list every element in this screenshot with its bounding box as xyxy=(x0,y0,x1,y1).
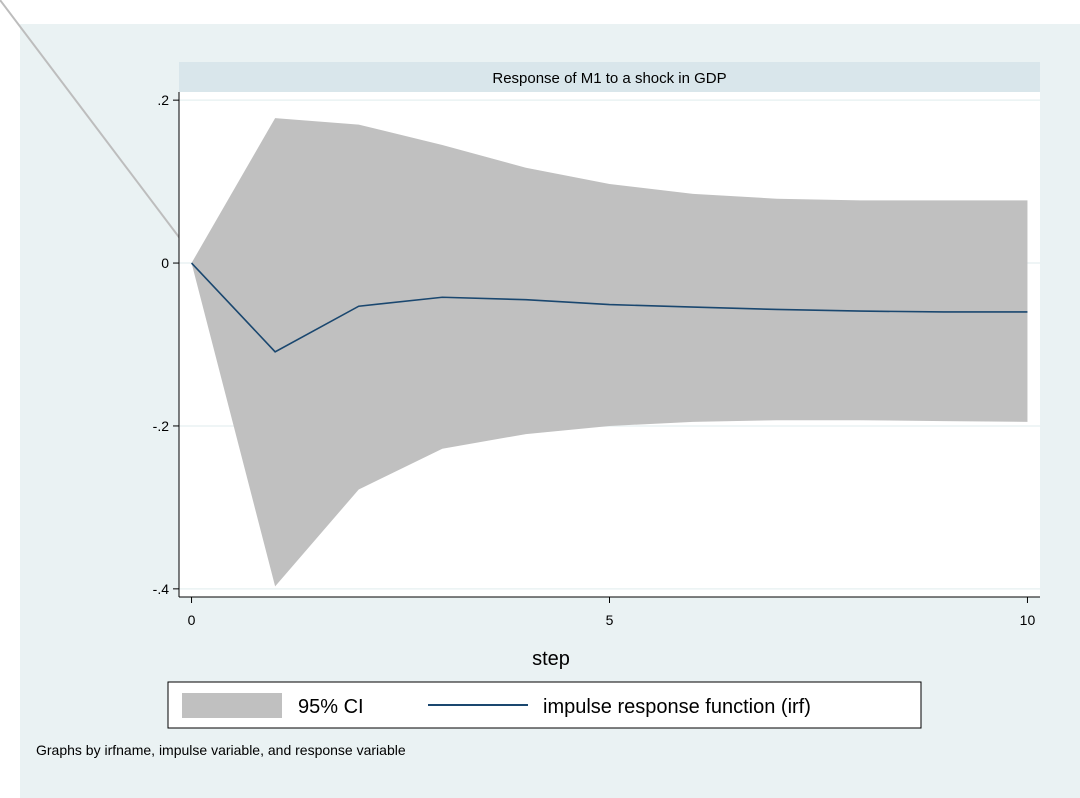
ci-band xyxy=(191,118,1028,587)
legend-swatch-ci xyxy=(182,693,282,718)
legend-label-irf: impulse response function (irf) xyxy=(543,696,811,718)
legend-box xyxy=(167,681,922,729)
x-tick-label: 10 xyxy=(1020,612,1036,628)
x-tick-label: 0 xyxy=(188,612,196,628)
y-tick-label: 0 xyxy=(161,255,169,271)
graph-note: Graphs by irfname, impulse variable, and… xyxy=(36,742,406,758)
panel-title-strip xyxy=(179,62,1040,92)
y-tick-label: -.4 xyxy=(153,581,170,597)
x-tick-label: 5 xyxy=(606,612,614,628)
series-group xyxy=(190,118,1028,587)
axes: -.4 -.2 0 .2 0 5 10 xyxy=(153,92,1040,628)
y-tick-label: .2 xyxy=(157,92,169,108)
irf-line xyxy=(190,262,1028,353)
corner-artifact-line xyxy=(0,0,201,266)
y-tick-label: -.2 xyxy=(153,418,170,434)
legend-label-ci: 95% CI xyxy=(298,696,364,718)
legend: 95% CI impulse response function (irf) xyxy=(167,681,922,729)
x-axis-label: step xyxy=(532,648,570,670)
panel-title: Response of M1 to a shock in GDP xyxy=(492,70,726,87)
